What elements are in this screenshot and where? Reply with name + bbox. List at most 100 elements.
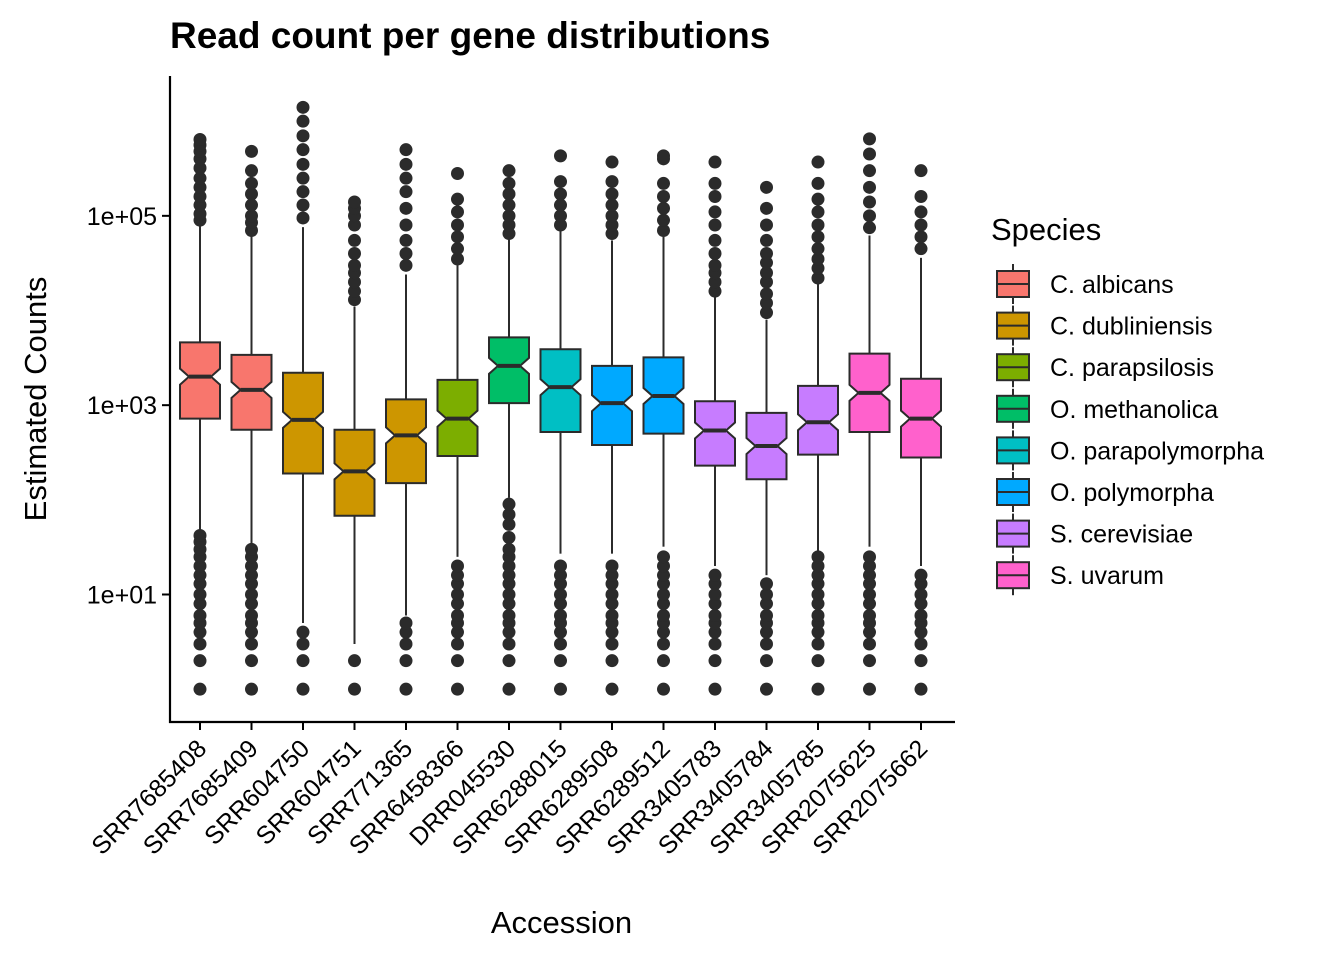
outlier-point — [502, 176, 516, 190]
box-SRR3405784 — [745, 180, 788, 696]
outlier-point — [811, 609, 825, 623]
outlier-point — [914, 637, 928, 651]
outlier-point — [863, 147, 876, 161]
outlier-point — [193, 597, 207, 611]
outlier-point — [399, 201, 413, 215]
outlier-point — [708, 597, 722, 611]
box-SRR2075625 — [848, 132, 891, 696]
outlier-point — [863, 568, 876, 582]
outlier-point — [811, 597, 825, 611]
outlier-point — [554, 637, 567, 651]
outlier-point — [760, 180, 773, 194]
outlier-point — [760, 609, 773, 623]
outlier-point — [193, 559, 207, 573]
outlier-point — [811, 559, 825, 573]
outlier-point — [605, 198, 619, 212]
y-tick-label: 1e+01 — [87, 582, 157, 610]
outlier-point — [193, 190, 207, 204]
outlier-point — [399, 171, 413, 185]
outlier-point — [245, 682, 258, 696]
plot-area — [179, 100, 942, 696]
outlier-point — [863, 625, 876, 639]
box-body — [488, 336, 530, 405]
legend-item: C. parapsilosis — [996, 347, 1214, 388]
box-SRR7685408 — [179, 133, 221, 696]
outlier-point — [811, 261, 825, 275]
outlier-point — [554, 187, 567, 201]
outlier-point — [193, 529, 207, 543]
outlier-point — [296, 171, 310, 185]
box-SRR3405785 — [797, 155, 839, 696]
outlier-point — [605, 175, 619, 189]
outlier-point — [451, 218, 464, 232]
legend-label: O. polymorpha — [1050, 479, 1214, 507]
outlier-point — [245, 637, 258, 651]
legend-title: Species — [991, 212, 1101, 247]
outlier-point — [914, 205, 928, 219]
outlier-point — [657, 201, 670, 215]
outlier-point — [399, 625, 413, 639]
outlier-point — [245, 568, 258, 582]
outlier-point — [245, 144, 258, 158]
outlier-point — [863, 550, 876, 564]
outlier-point — [760, 654, 773, 668]
outlier-point — [193, 609, 207, 623]
outlier-point — [245, 559, 258, 573]
legend-label: O. parapolymorpha — [1050, 437, 1264, 465]
outlier-point — [914, 682, 928, 696]
outlier-point — [451, 242, 464, 256]
outlier-point — [760, 201, 773, 215]
legend-item: S. cerevisiae — [996, 513, 1193, 554]
outlier-point — [502, 637, 516, 651]
outlier-point — [451, 609, 464, 623]
box-SRR6289512 — [642, 149, 685, 696]
outlier-point — [348, 654, 361, 668]
outlier-point — [245, 609, 258, 623]
box-SRR7685409 — [230, 144, 273, 696]
outlier-point — [296, 157, 310, 171]
outlier-point — [502, 559, 516, 573]
outlier-point — [605, 155, 619, 169]
outlier-point — [554, 218, 567, 232]
outlier-point — [399, 157, 413, 171]
outlier-point — [863, 164, 876, 178]
outlier-point — [296, 185, 310, 199]
outlier-point — [451, 637, 464, 651]
outlier-point — [605, 654, 619, 668]
outlier-point — [245, 176, 258, 190]
outlier-point — [502, 682, 516, 696]
outlier-point — [399, 185, 413, 199]
outlier-point — [502, 517, 516, 531]
outlier-point — [811, 550, 825, 564]
outlier-point — [296, 625, 310, 639]
outlier-point — [760, 266, 773, 280]
outlier-point — [245, 654, 258, 668]
legend-label: C. albicans — [1050, 271, 1174, 299]
outlier-point — [708, 275, 722, 289]
y-axis-title: Estimated Counts — [18, 277, 53, 522]
box-DRR045530 — [488, 164, 530, 696]
outlier-point — [760, 296, 773, 310]
outlier-point — [502, 625, 516, 639]
outlier-point — [657, 223, 670, 237]
outlier-point — [605, 637, 619, 651]
outlier-point — [708, 284, 722, 298]
outlier-point — [708, 609, 722, 623]
outlier-point — [193, 171, 207, 185]
outlier-point — [605, 209, 619, 223]
box-body — [282, 371, 324, 475]
outlier-point — [811, 252, 825, 266]
outlier-point — [296, 654, 310, 668]
outlier-point — [811, 637, 825, 651]
box-body — [694, 400, 736, 467]
outlier-point — [863, 221, 876, 235]
outlier-point — [914, 654, 928, 668]
outlier-point — [708, 637, 722, 651]
outlier-point — [502, 497, 516, 511]
outlier-point — [760, 625, 773, 639]
outlier-point — [657, 654, 670, 668]
outlier-point — [605, 609, 619, 623]
outlier-point — [605, 568, 619, 582]
outlier-point — [554, 625, 567, 639]
outlier-point — [348, 218, 361, 232]
